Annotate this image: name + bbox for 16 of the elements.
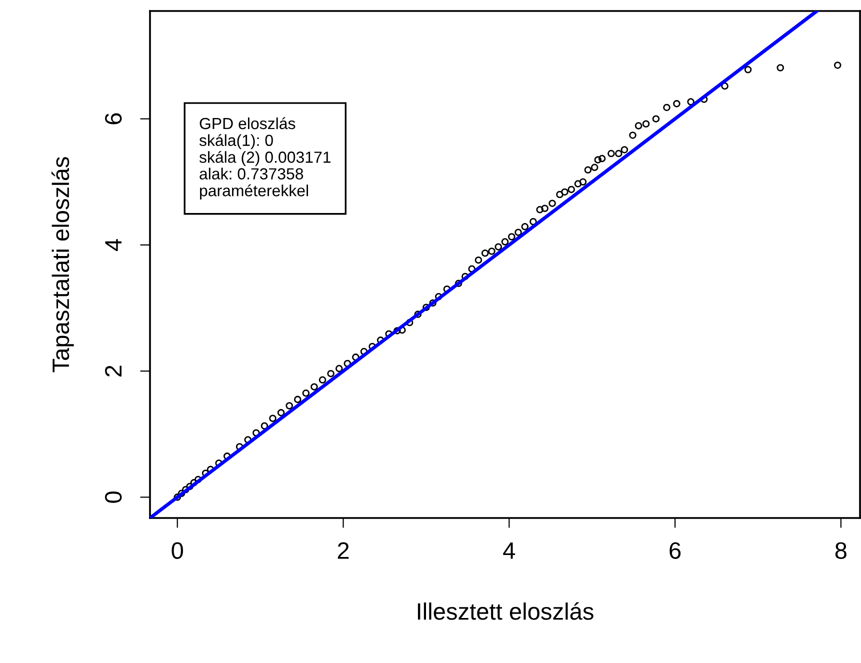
y-tick-label: 2 xyxy=(105,366,122,376)
x-tick-label: 4 xyxy=(503,542,516,559)
annotation: skála(1): 0 xyxy=(199,134,273,150)
x-tick-label: 8 xyxy=(835,542,846,559)
annotation: paraméterekkel xyxy=(200,184,308,200)
x-tick-label: 2 xyxy=(338,542,349,559)
annotation: GPD eloszlás xyxy=(200,117,296,130)
y-tick-label: 4 xyxy=(105,239,122,251)
x-axis-title: Illesztett eloszlás xyxy=(418,602,594,620)
y-axis-title: Tapasztalati eloszlás xyxy=(52,157,74,372)
annotation: skála (2) 0.003171 xyxy=(199,150,331,166)
y-tick-label: 6 xyxy=(105,113,122,124)
annotation: alak: 0.737358 xyxy=(200,168,304,180)
x-tick-label: 6 xyxy=(670,542,681,559)
x-tick-label: 0 xyxy=(172,542,184,559)
y-tick-label: 0 xyxy=(105,492,122,503)
